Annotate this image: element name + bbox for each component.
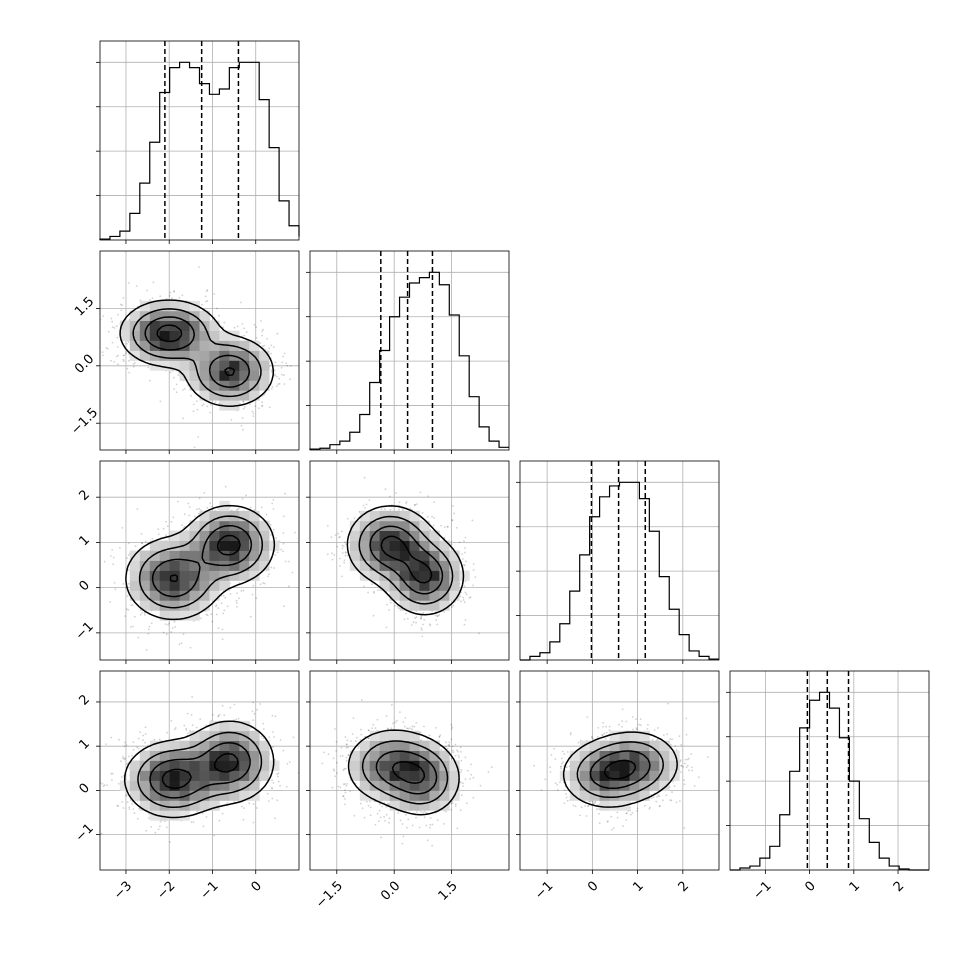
joint-panel-3-0: −1 0 1 2 −3 −2 −1 0 <box>73 670 300 903</box>
joint-3-1-contour-1 <box>361 740 449 805</box>
joint-1-0-ylabel-2: 1.5 <box>72 294 97 319</box>
joint-2-0-contours <box>125 504 276 621</box>
joint-3-1-contour-3 <box>391 761 426 784</box>
joint-3-2-xlabel-0: −1 <box>532 879 556 903</box>
joint-2-1-contour-2 <box>369 525 444 595</box>
hist-2-frame <box>519 460 720 661</box>
joint-2-0-ylabel-1: 0 <box>77 578 93 594</box>
joint-3-0-contours <box>123 720 275 819</box>
joint-3-1-contour-0 <box>347 729 460 816</box>
joint-1-0-contour-3 <box>156 324 236 377</box>
joint-2-1-contour-3 <box>380 535 433 584</box>
joint-3-2-contours <box>562 731 678 808</box>
hist-2-steps <box>520 481 719 661</box>
histogram-0 <box>96 40 300 244</box>
joint-3-0-xlabel-3: 0 <box>249 879 265 895</box>
joint-2-1-frame <box>309 460 510 661</box>
joint-2-0-frame <box>99 460 300 661</box>
joint-3-0-xlabel-1: −2 <box>154 879 178 903</box>
joint-3-1-contour-2 <box>375 750 438 795</box>
joint-3-0-frame <box>99 670 300 871</box>
joint-panel-2-1 <box>306 460 510 664</box>
joint-1-0-ylabel-1: 0.0 <box>72 352 97 377</box>
joint-2-0-ylabel-3: 2 <box>77 487 93 503</box>
joint-2-0-contour-0 <box>125 504 276 621</box>
hist-0-frame <box>99 40 300 241</box>
joint-panel-2-0: −1 0 1 2 <box>73 460 300 664</box>
joint-3-0-xlabel-2: −1 <box>198 879 222 903</box>
joint-panel-1-0: −1.5 0.0 1.5 <box>68 250 300 454</box>
joint-3-2-frame <box>519 670 720 871</box>
joint-panel-3-1: −1.5 0.0 1.5 <box>306 670 510 912</box>
joint-1-0-contour-1 <box>132 308 262 398</box>
joint-3-0-ylabel-2: 1 <box>77 736 93 752</box>
joint-2-0-contour-2 <box>151 524 253 598</box>
hist-1-frame <box>309 250 510 451</box>
joint-2-0-contour-3 <box>169 534 241 583</box>
joint-2-1-density <box>349 510 470 611</box>
joint-3-0-contour-2 <box>149 741 251 799</box>
joint-3-0-xlabel-0: −3 <box>111 879 135 903</box>
joint-3-2-xlabel-2: 1 <box>630 879 646 895</box>
joint-2-0-contour-1 <box>138 515 264 609</box>
histogram-2 <box>516 460 720 664</box>
joint-1-0-contours <box>119 299 275 407</box>
joint-1-0-contour-2 <box>144 316 251 388</box>
joint-3-0-contour-0 <box>123 720 275 819</box>
joint-3-1-frame <box>309 670 510 871</box>
joint-1-0-frame <box>99 250 300 451</box>
hist-3-xlabel-3: 2 <box>891 879 907 895</box>
joint-3-2-xlabel-3: 2 <box>676 879 692 895</box>
joint-3-1-xlabel-1: 0.0 <box>378 879 403 904</box>
joint-3-2-xlabel-1: 0 <box>585 879 601 895</box>
joint-3-1-xlabel-2: 1.5 <box>436 879 461 904</box>
joint-2-1-contours <box>346 505 465 616</box>
joint-3-2-contour-0 <box>562 731 678 808</box>
hist-3-xlabel-1: 0 <box>802 879 818 895</box>
joint-2-0-ylabel-0: −1 <box>73 619 97 643</box>
joint-3-0-ylabel-3: 2 <box>77 692 93 708</box>
hist-3-xlabel-2: 1 <box>847 879 863 895</box>
histogram-3: −1 0 1 2 <box>726 670 930 903</box>
joint-3-1-xlabel-0: −1.5 <box>313 879 346 912</box>
joint-2-1-contour-0 <box>346 505 465 616</box>
joint-3-2-contour-3 <box>603 759 637 780</box>
joint-2-0-ylabel-2: 1 <box>77 533 93 549</box>
hist-3-steps <box>730 691 929 871</box>
hist-1-steps <box>309 271 509 450</box>
joint-3-0-ylabel-1: 0 <box>77 781 93 797</box>
joint-3-2-contour-2 <box>589 750 651 790</box>
joint-3-1-density <box>349 730 460 811</box>
hist-3-xlabel-0: −1 <box>750 879 774 903</box>
joint-2-1-contour-1 <box>358 515 454 605</box>
joint-3-0-contour-1 <box>137 731 263 809</box>
hist-0-steps <box>99 61 300 240</box>
joint-panel-3-2: −1 0 1 2 <box>516 670 720 903</box>
joint-3-2-contour-1 <box>576 741 665 799</box>
joint-3-0-contour-3 <box>161 752 239 790</box>
joint-1-0-ylabel-0: −1.5 <box>68 405 101 438</box>
histogram-1 <box>306 250 510 454</box>
joint-1-0-contour-0 <box>119 299 275 407</box>
joint-3-1-contours <box>347 729 460 816</box>
joint-3-0-ylabel-0: −1 <box>73 821 97 845</box>
hist-3-frame <box>729 670 930 871</box>
